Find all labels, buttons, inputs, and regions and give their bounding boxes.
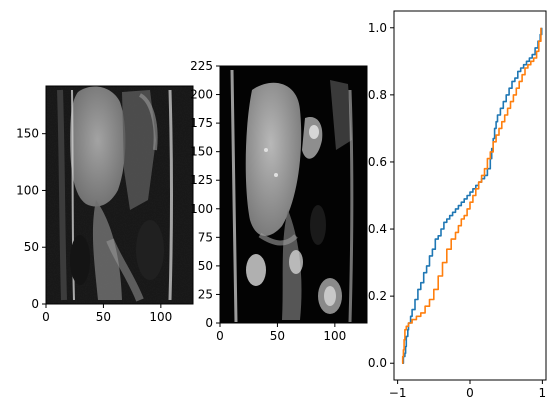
series-line-1 — [402, 27, 543, 364]
ct-image-2 — [220, 66, 367, 323]
series-group — [401, 27, 543, 364]
y-tick-label: 50 — [198, 259, 213, 273]
ct-image-1 — [46, 86, 193, 304]
axis-ticks-3: −1 0 1 0.0 0.2 0.4 0.6 0.8 1.0 — [368, 21, 546, 400]
ct-image-panel-2: 0 50 100 0 25 50 75 100 125 150 175 200 225 — [190, 59, 368, 343]
x-tick-label: 0 — [216, 329, 224, 343]
y-tick-label: 225 — [190, 59, 213, 73]
axis-ticks-2: 0 50 100 0 25 50 75 100 125 150 175 200 225 — [190, 59, 346, 343]
y-tick-label: 75 — [198, 230, 213, 244]
x-tick-label: −1 — [389, 386, 407, 400]
y-tick-label: 200 — [190, 88, 213, 102]
x-tick-label: 50 — [270, 329, 285, 343]
x-tick-label: 0 — [42, 310, 50, 324]
y-tick-label: 0.0 — [368, 356, 387, 370]
line-chart-panel: −1 0 1 0.0 0.2 0.4 0.6 0.8 1.0 — [368, 10, 547, 400]
x-tick-label: 1 — [539, 386, 547, 400]
series-line-2 — [401, 27, 542, 364]
ct-image-panel-1: 0 50 100 0 50 100 150 — [16, 85, 194, 324]
y-tick-label: 50 — [24, 240, 39, 254]
axes-frame-2 — [219, 65, 368, 324]
y-tick-label: 100 — [190, 202, 213, 216]
x-tick-label: 0 — [466, 386, 474, 400]
x-tick-label: 100 — [323, 329, 346, 343]
y-tick-label: 0.4 — [368, 222, 387, 236]
y-tick-label: 1.0 — [368, 21, 387, 35]
y-tick-label: 0.6 — [368, 155, 387, 169]
y-tick-label: 25 — [198, 287, 213, 301]
y-tick-label: 0.2 — [368, 289, 387, 303]
x-tick-label: 100 — [149, 310, 172, 324]
axis-ticks-1: 0 50 100 0 50 100 150 — [16, 127, 172, 324]
y-tick-label: 150 — [16, 127, 39, 141]
y-tick-label: 175 — [190, 116, 213, 130]
y-tick-label: 0 — [205, 316, 213, 330]
y-tick-label: 125 — [190, 173, 213, 187]
y-tick-label: 0 — [31, 297, 39, 311]
axes-frame-1 — [45, 85, 194, 305]
y-tick-label: 0.8 — [368, 88, 387, 102]
y-tick-label: 100 — [16, 183, 39, 197]
x-tick-label: 50 — [96, 310, 111, 324]
y-tick-label: 150 — [190, 145, 213, 159]
